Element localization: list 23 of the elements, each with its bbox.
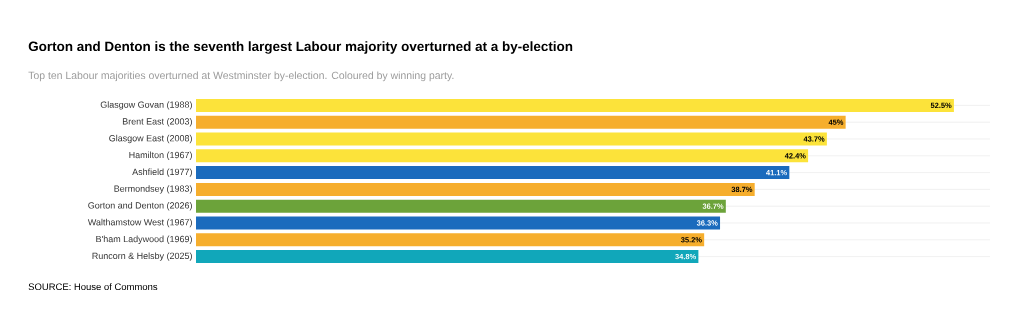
y-tick-label: Ashfield (1977) [132, 168, 192, 177]
chart-subtitle: Top ten Labour majorities overturned at Westminster by-election. Coloured by winning party. [28, 71, 454, 82]
y-tick-label: Gorton and Denton (2026) [88, 202, 192, 211]
y-tick-label: B'ham Ladywood (1969) [96, 235, 192, 244]
bar [196, 250, 699, 264]
bar [196, 216, 721, 230]
y-tick-label: Hamilton (1967) [129, 151, 192, 160]
bar [196, 233, 705, 247]
y-tick-label: Glasgow Govan (1988) [100, 101, 192, 110]
bar [196, 98, 954, 112]
bar [196, 149, 809, 163]
bar [196, 199, 726, 213]
y-tick-label: Brent East (2003) [122, 118, 192, 127]
y-tick-label: Bermondsey (1983) [114, 185, 192, 194]
y-tick-label: Glasgow East (2008) [109, 134, 192, 144]
bar [196, 182, 755, 196]
chart-title: Gorton and Denton is the seventh largest Labour majority overturned at a by-election [28, 41, 573, 54]
y-tick-label: Walthamstow West (1967) [87, 218, 192, 228]
source-note: SOURCE: House of Commons [28, 283, 158, 291]
bar [196, 132, 827, 146]
bar [196, 166, 790, 180]
y-tick-label: Runcorn & Helsby (2025) [92, 252, 192, 261]
bar [196, 115, 846, 129]
